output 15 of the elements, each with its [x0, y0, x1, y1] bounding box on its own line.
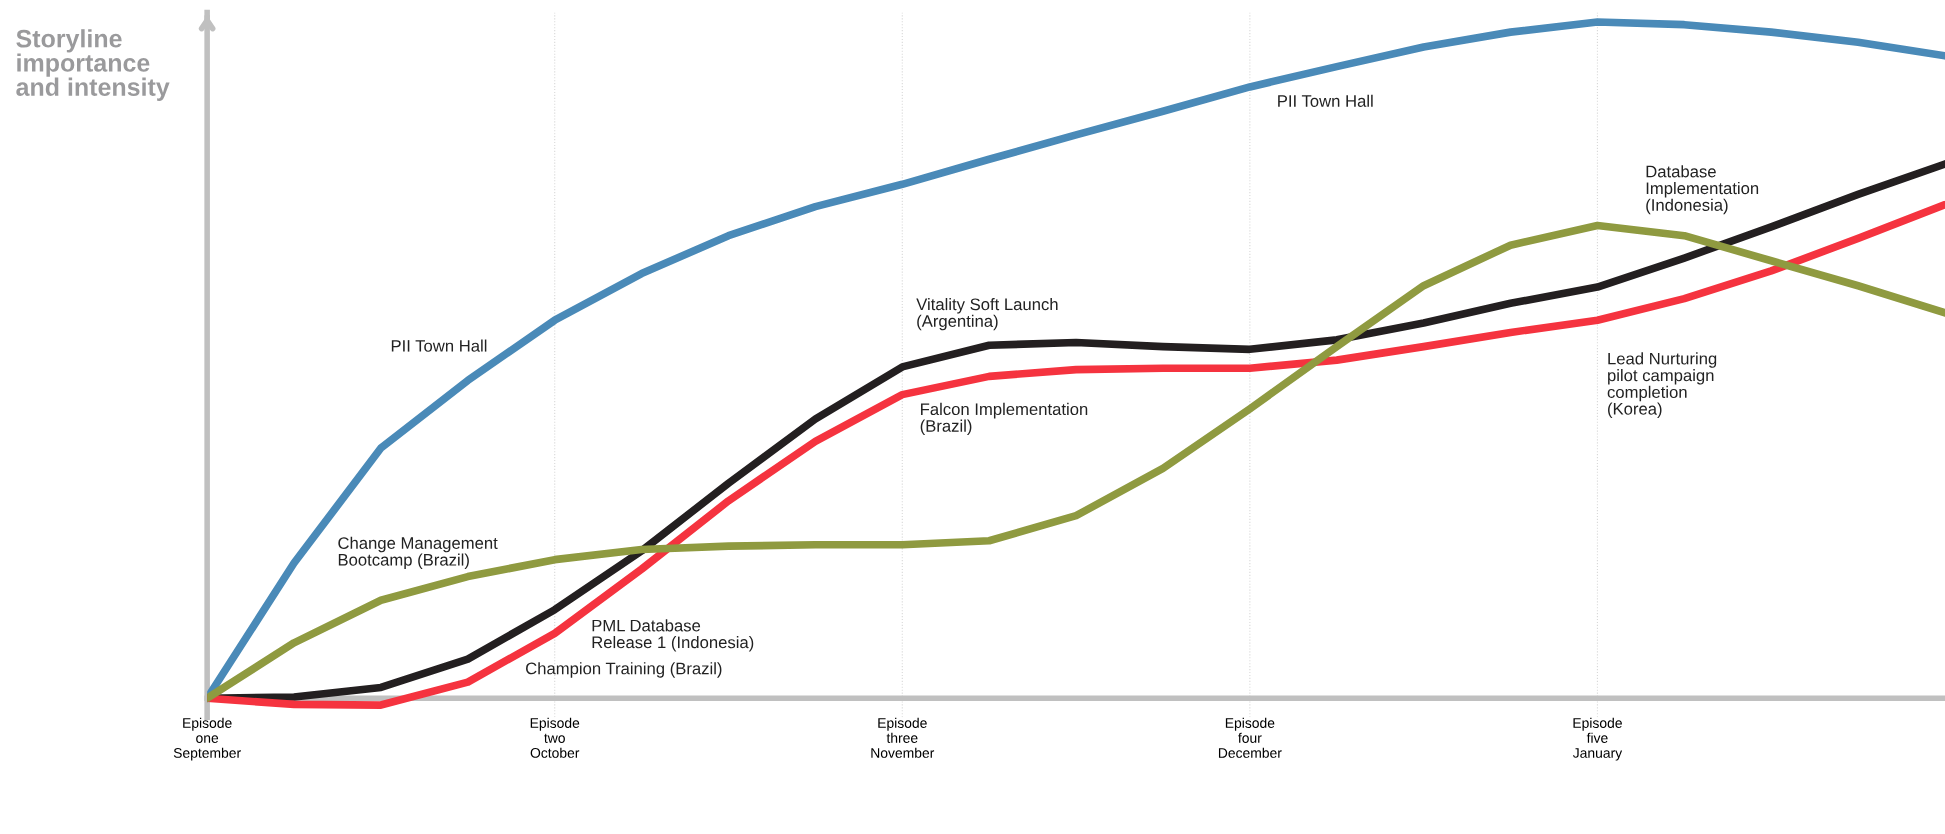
x-tick-label: Episode five January — [1572, 717, 1623, 761]
x-tick-label: Episode one September — [173, 717, 241, 761]
x-tick-label: Episode two October — [530, 717, 580, 758]
annotation: Champion Training (Brazil) — [526, 662, 722, 678]
annotation: PII Town Hall — [391, 339, 487, 352]
x-tick-label: Episode three November — [871, 717, 935, 758]
annotation: Database Implementation (Indonesia) — [1646, 165, 1759, 215]
y-axis-title: Storyline importance and intensity — [16, 29, 170, 101]
annotation: Change Management Bootcamp (Brazil) — [338, 536, 498, 570]
x-tick-label: Episode four December — [1218, 717, 1282, 758]
annotation: Vitality Soft Launch (Argentina) — [916, 298, 1058, 331]
annotation: Lead Nurturing pilot campaign completion (Korea) — [1607, 352, 1717, 419]
annotation: Falcon Implementation (Brazil) — [920, 402, 1088, 436]
annotation: PII Town Hall — [1278, 94, 1373, 107]
annotation: PML Database Release 1 (Indonesia) — [592, 619, 754, 652]
